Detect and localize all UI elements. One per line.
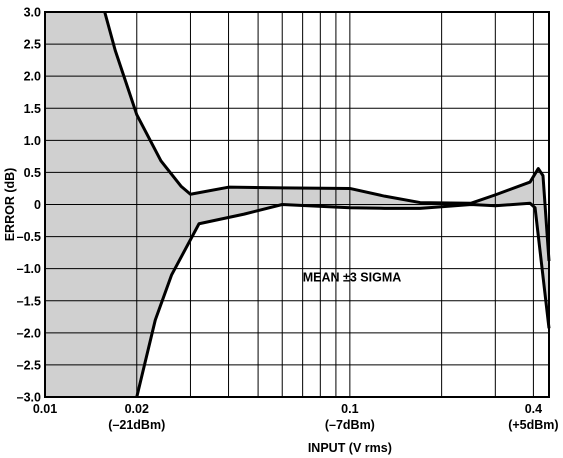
x-tick-labels: 0.01 0.02 (–21dBm) 0.1 (–7dBm) 0.4 (+5dBm) [33,402,559,432]
y-tick-labels: 3.0 2.5 2.0 1.5 1.0 0.5 0 –0.5 –1.0 –1.5 –2.0 –2.5 –… [17,6,41,405]
lower-bound-curve [135,201,551,398]
x-tick-label: 0.4 [525,402,542,416]
plot-frame [44,11,550,398]
y-tick-label: –0.5 [17,230,41,244]
x-tick-sublabel: (+5dBm) [508,418,558,432]
y-tick-label: 0.5 [24,166,41,180]
y-tick-label: 0 [34,198,41,212]
y-tick-label: –3.0 [17,391,41,405]
y-tick-label: 3.0 [24,6,41,20]
upper-bound-curve [103,11,551,262]
annotation-label: MEAN ±3 SIGMA [303,271,402,285]
y-tick-label: 1.5 [24,102,41,116]
x-tick-label: 0.02 [125,402,149,416]
x-tick-label: 0.1 [341,402,358,416]
y-axis-title: ERROR (dB) [3,168,17,242]
y-tick-label: –1.5 [17,294,41,308]
y-tick-label: 2.0 [24,70,41,84]
y-tick-label: 2.5 [24,38,41,52]
x-tick-sublabel: (–21dBm) [108,418,165,432]
x-tick-sublabel: (–7dBm) [325,418,375,432]
y-tick-label: 1.0 [24,134,41,148]
grid [44,11,549,398]
y-tick-label: –1.0 [17,262,41,276]
x-tick-label: 0.01 [33,402,57,416]
y-tick-label: –2.0 [17,326,41,340]
y-tick-label: –2.5 [17,358,41,372]
x-axis-title: INPUT (V rms) [308,441,392,455]
